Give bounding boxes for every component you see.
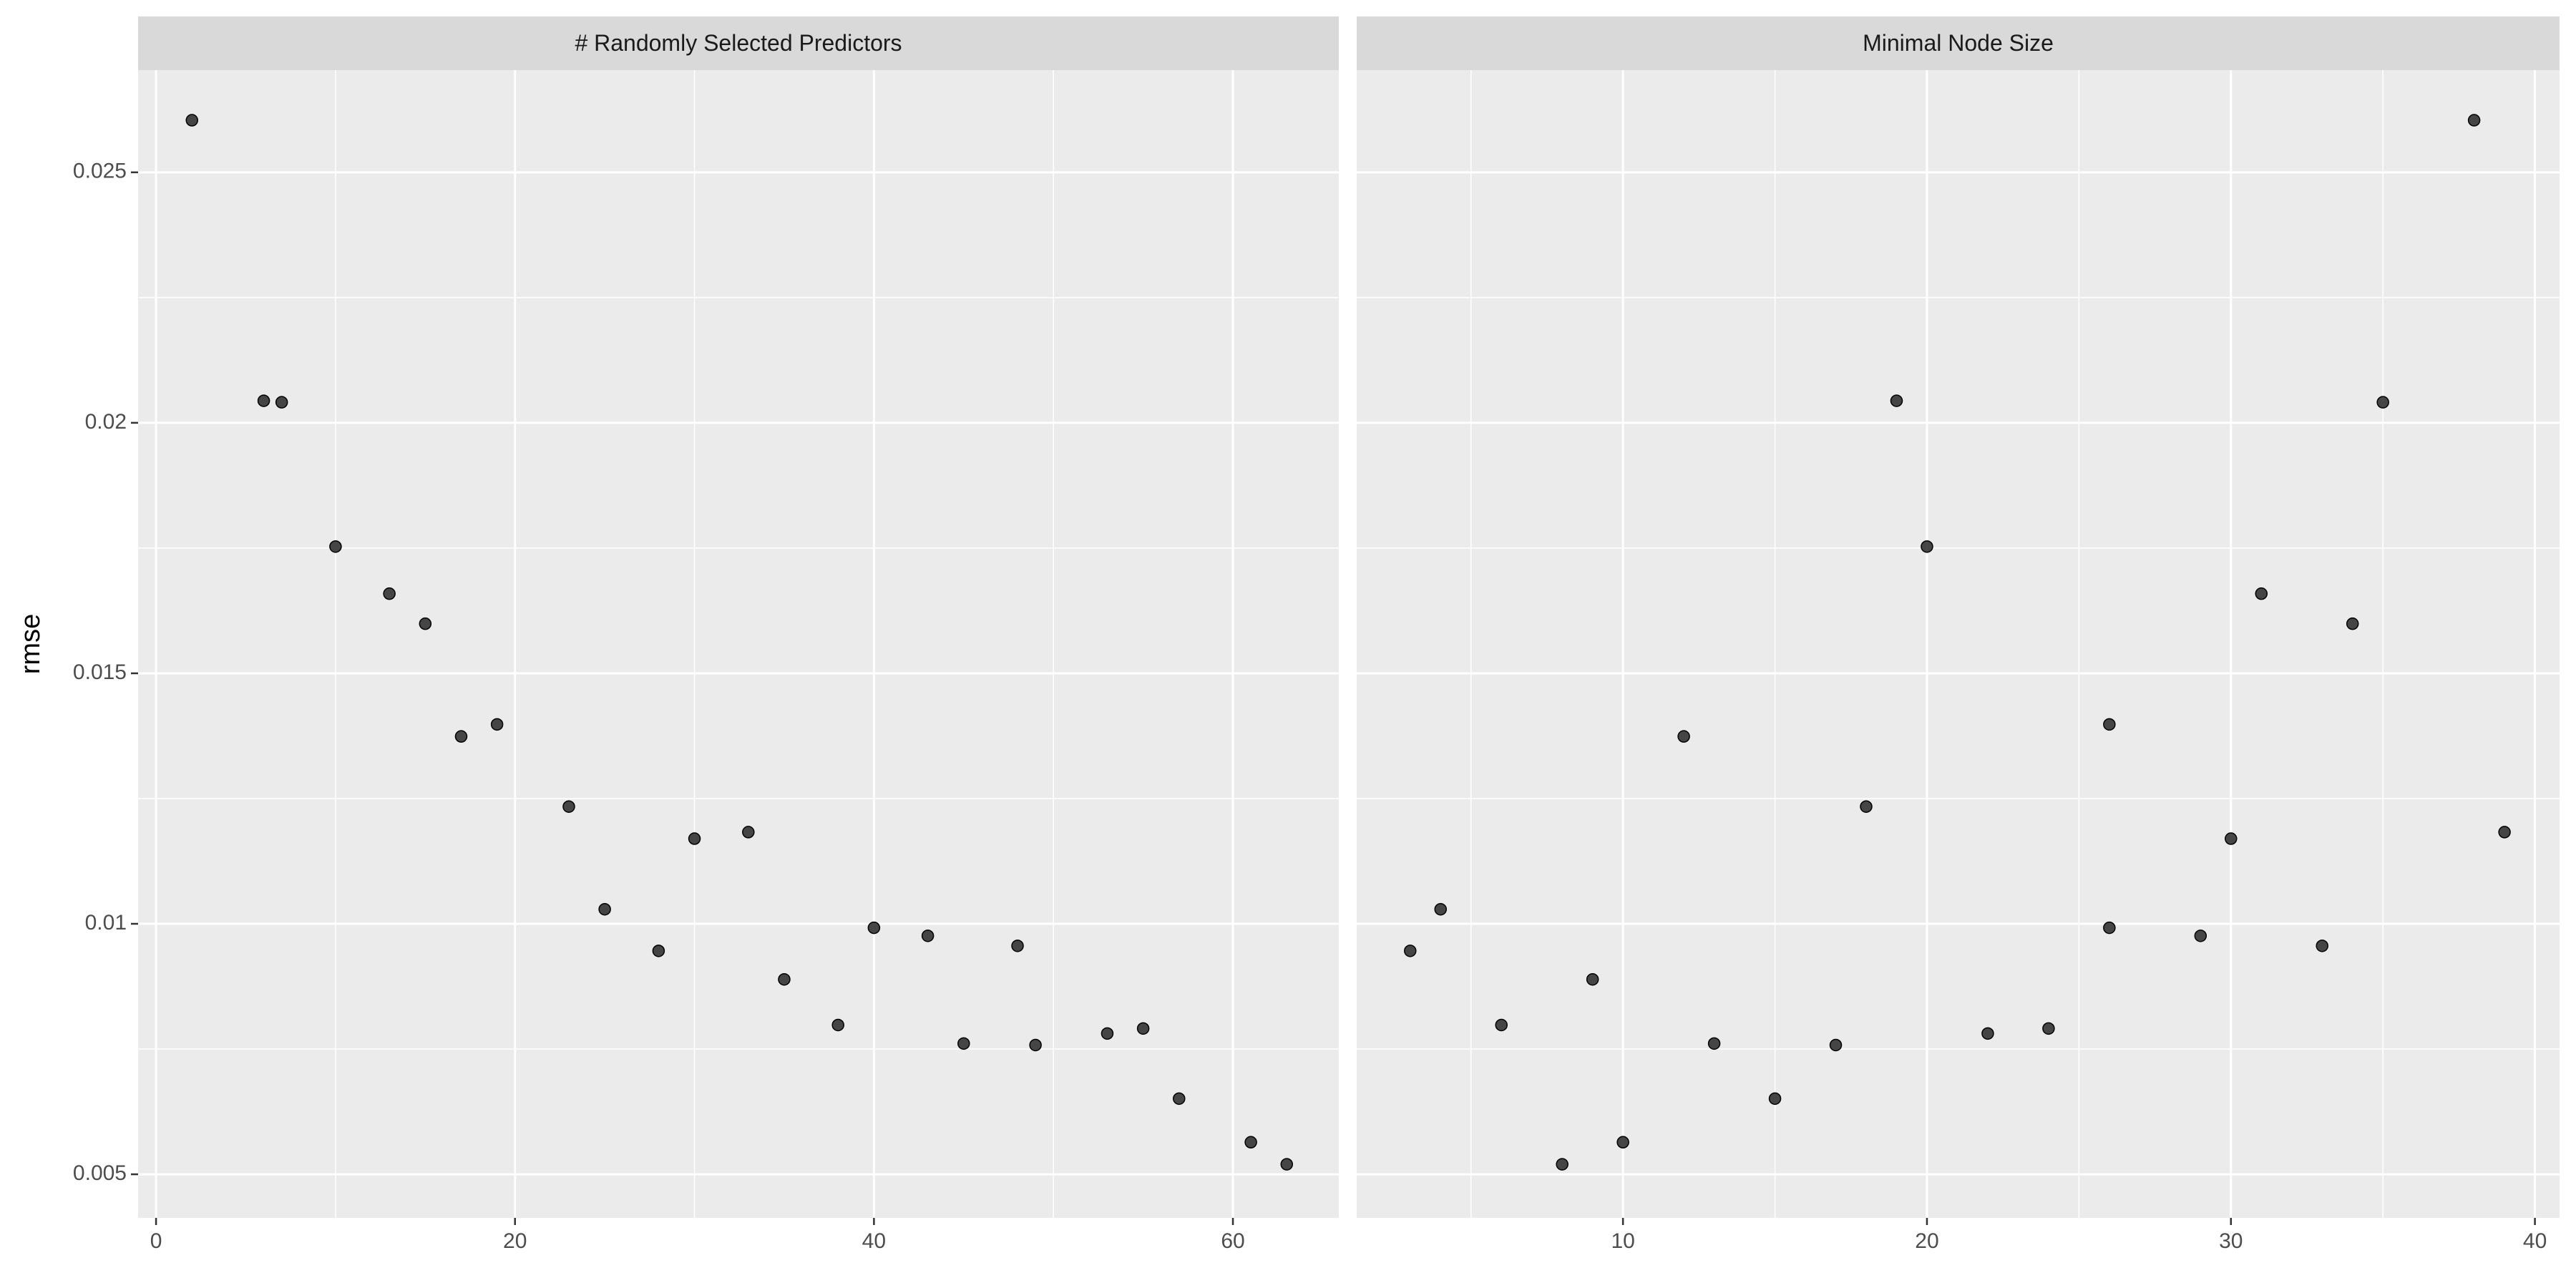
strip-title: # Randomly Selected Predictors: [575, 30, 902, 56]
y-tick-label: 0.025: [73, 160, 127, 183]
x-tick-label: 40: [862, 1229, 886, 1253]
point: [419, 617, 432, 630]
point: [1556, 1158, 1568, 1171]
point: [2346, 617, 2359, 630]
point: [1173, 1092, 1186, 1106]
point: [2255, 587, 2268, 600]
point: [1434, 902, 1447, 916]
strip-title: Minimal Node Size: [1863, 30, 2054, 56]
point: [329, 540, 342, 553]
point: [275, 396, 288, 409]
x-tick-label: 60: [1221, 1229, 1244, 1253]
panel-background: [1357, 70, 2560, 1218]
point: [1981, 1027, 1994, 1040]
point: [2316, 940, 2328, 952]
y-axis-label: rmse: [16, 614, 46, 674]
point: [1280, 1158, 1294, 1171]
point: [1101, 1027, 1114, 1040]
point: [1616, 1136, 1629, 1149]
y-tick-label: 0.005: [73, 1161, 127, 1185]
point: [490, 718, 504, 731]
point: [598, 902, 611, 916]
strip-background: [1357, 16, 2560, 70]
point: [454, 730, 468, 743]
x-tick-label: 40: [2523, 1229, 2547, 1253]
point: [185, 114, 198, 127]
x-tick-label: 20: [1915, 1229, 1938, 1253]
point: [2103, 718, 2116, 731]
point: [1677, 730, 1690, 743]
point: [1829, 1038, 1843, 1052]
point: [1768, 1092, 1782, 1106]
point: [867, 921, 881, 935]
y-tick-label: 0.01: [85, 911, 127, 935]
point: [1404, 945, 1417, 957]
point: [2467, 114, 2481, 127]
point: [2194, 930, 2207, 942]
strip-background: [138, 16, 1339, 70]
y-tick-label: 0.02: [85, 410, 127, 434]
point: [2225, 832, 2238, 845]
point: [742, 826, 755, 839]
y-tick-label: 0.015: [73, 660, 127, 684]
point: [383, 587, 396, 600]
x-tick-label: 30: [2219, 1229, 2243, 1253]
point: [778, 972, 791, 986]
point: [1011, 940, 1024, 952]
point: [1890, 394, 1903, 407]
point: [2103, 921, 2116, 935]
point: [1136, 1022, 1150, 1035]
point: [1495, 1018, 1508, 1032]
point: [957, 1037, 970, 1050]
point: [2498, 826, 2511, 839]
panel-background: [138, 70, 1339, 1218]
x-tick-label: 0: [150, 1229, 162, 1253]
point: [652, 945, 665, 957]
point: [2376, 396, 2389, 409]
point: [562, 800, 575, 813]
point: [1921, 540, 1933, 553]
point: [688, 832, 701, 845]
point: [1244, 1136, 1257, 1149]
point: [921, 930, 935, 942]
point: [2042, 1022, 2055, 1035]
x-tick-label: 20: [503, 1229, 527, 1253]
point: [1707, 1037, 1721, 1050]
point: [257, 394, 270, 407]
point: [1860, 800, 1873, 813]
point: [1029, 1038, 1042, 1052]
point: [831, 1018, 844, 1032]
point: [1586, 972, 1599, 986]
x-tick-label: 10: [1611, 1229, 1634, 1253]
